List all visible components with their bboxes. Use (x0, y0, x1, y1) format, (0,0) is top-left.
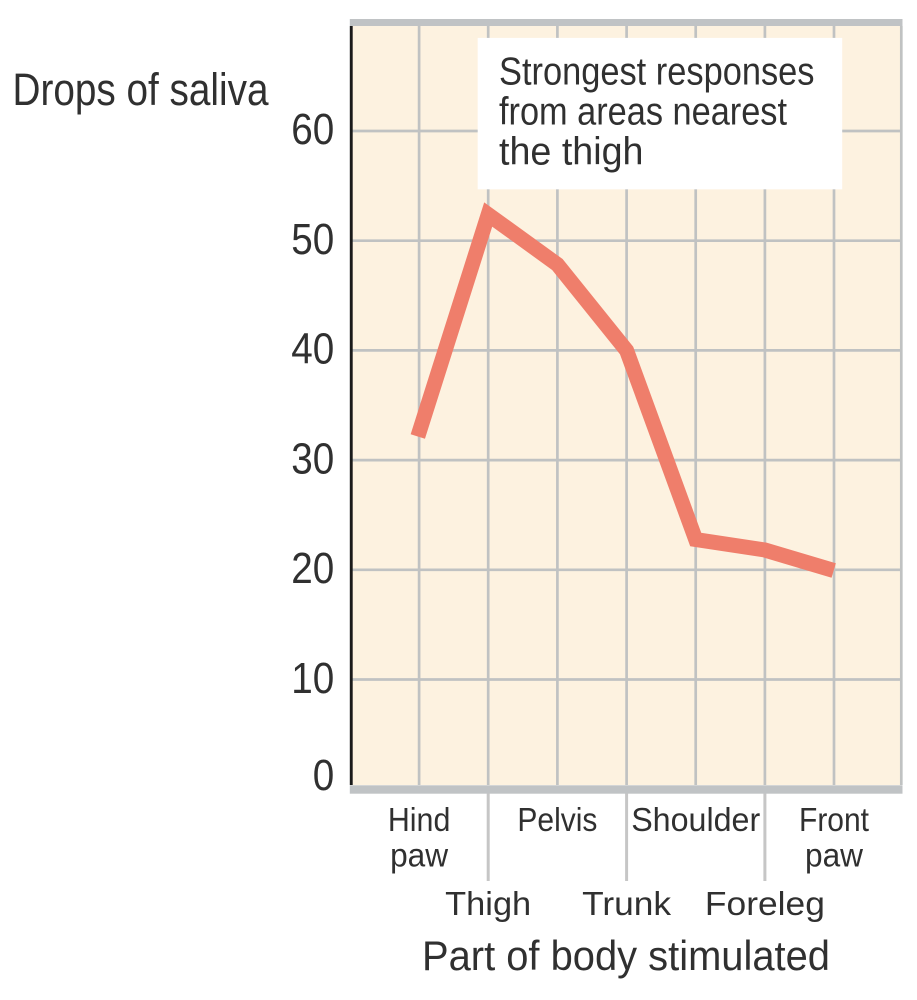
svg-text:from areas nearest: from areas nearest (499, 90, 787, 133)
svg-text:Front: Front (799, 801, 869, 838)
svg-text:20: 20 (291, 544, 334, 593)
svg-text:50: 50 (291, 215, 334, 264)
svg-text:Foreleg: Foreleg (705, 886, 825, 923)
svg-text:Pelvis: Pelvis (517, 801, 597, 838)
svg-text:0: 0 (313, 751, 335, 800)
svg-text:Drops of saliva: Drops of saliva (13, 64, 270, 115)
svg-text:the thigh: the thigh (499, 130, 644, 173)
svg-text:10: 10 (291, 654, 334, 703)
svg-text:40: 40 (291, 325, 334, 374)
svg-text:Hind: Hind (388, 801, 451, 838)
svg-text:Thigh: Thigh (445, 886, 531, 923)
svg-text:paw: paw (805, 837, 863, 874)
svg-text:Strongest responses: Strongest responses (499, 50, 815, 93)
svg-text:60: 60 (291, 105, 334, 154)
svg-text:Trunk: Trunk (582, 886, 671, 923)
svg-text:30: 30 (291, 434, 334, 483)
svg-text:paw: paw (390, 837, 448, 874)
svg-text:Shoulder: Shoulder (631, 801, 760, 838)
svg-text:Part of body stimulated: Part of body stimulated (422, 932, 830, 979)
